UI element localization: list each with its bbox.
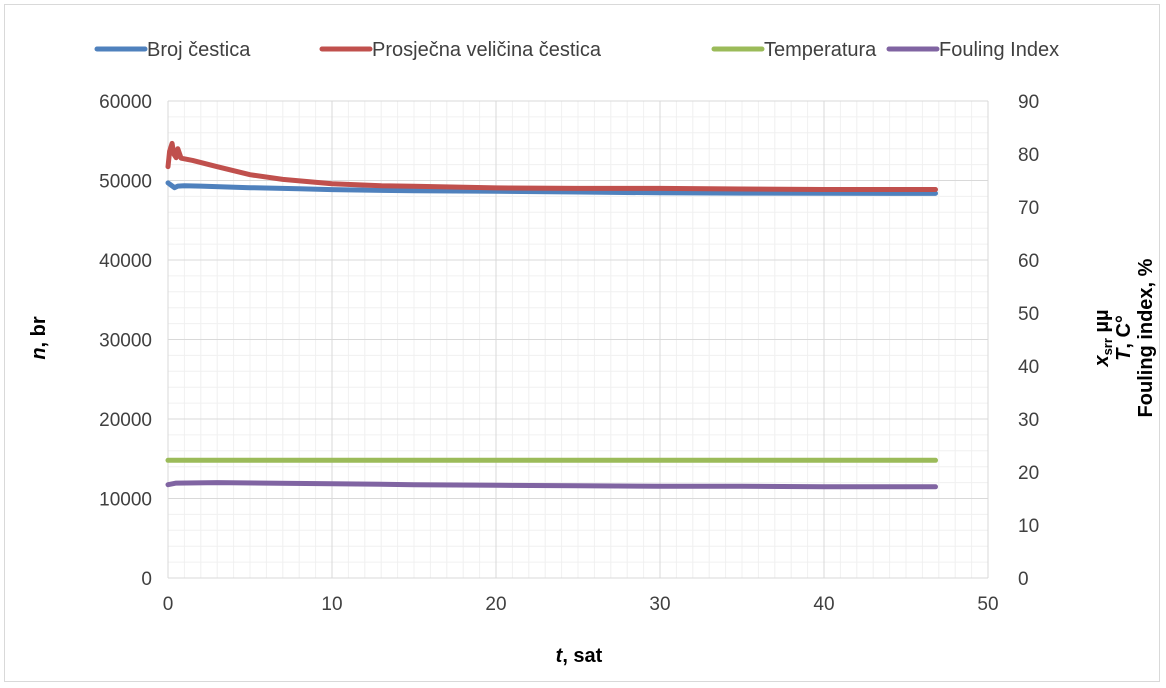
series-line-fouling-index [165, 480, 938, 490]
y-tick-label: 10000 [99, 490, 152, 511]
y-tick-label: 0 [141, 569, 152, 590]
y2-tick-label: 70 [1018, 198, 1039, 219]
y-tick-label: 20000 [99, 410, 152, 431]
y2-axis-title-line: xsrr µµ [1091, 309, 1115, 367]
x-tick-label: 40 [813, 594, 834, 615]
major-gridlines [167, 100, 989, 579]
y2-tick-label: 20 [1018, 463, 1039, 484]
x-tick-label: 50 [977, 594, 998, 615]
legend-label: Prosječna veličina čestica [372, 39, 602, 61]
y2-axis-title: xsrr µµT, C° Fouling index, % [1091, 258, 1157, 417]
x-axis-title: t, sat [556, 645, 603, 667]
y-tick-label: 30000 [99, 331, 152, 352]
y-tick-label: 60000 [99, 92, 152, 113]
series-line-broj-estica [165, 180, 938, 196]
x-tick-label: 0 [163, 594, 174, 615]
legend: Broj čestica Prosječna veličina čestica Te… [94, 39, 1059, 61]
y2-tick-label: 90 [1018, 92, 1039, 113]
y-axis-ticks: 0 10000 20000 30000 40000 50000 60000 [99, 92, 152, 590]
x-axis-ticks: 0 10 20 30 40 50 [163, 594, 999, 615]
legend-label: Fouling Index [939, 39, 1059, 61]
x-tick-label: 20 [485, 594, 506, 615]
y2-tick-label: 40 [1018, 357, 1039, 378]
series-line-prosje-na-veli-ina-estica [165, 140, 938, 192]
series-layer [165, 140, 938, 490]
y2-tick-label: 10 [1018, 516, 1039, 537]
y2-axis-title-line: Fouling index, % [1135, 258, 1157, 417]
y2-axis-ticks: 0 10 20 30 40 50 60 70 80 90 [1018, 92, 1039, 590]
y-tick-label: 40000 [99, 251, 152, 272]
y2-tick-label: 80 [1018, 145, 1039, 166]
x-tick-label: 10 [321, 594, 342, 615]
y2-tick-label: 0 [1018, 569, 1029, 590]
y-axis-title: n, br [28, 316, 50, 360]
y2-tick-label: 50 [1018, 304, 1039, 325]
y-tick-label: 50000 [99, 172, 152, 193]
legend-label: Broj čestica [147, 39, 251, 61]
y2-tick-label: 30 [1018, 410, 1039, 431]
legend-label: Temperatura [764, 39, 877, 61]
y2-axis-title-line: T, C° [1113, 315, 1135, 361]
y2-tick-label: 60 [1018, 251, 1039, 272]
x-tick-label: 30 [649, 594, 670, 615]
